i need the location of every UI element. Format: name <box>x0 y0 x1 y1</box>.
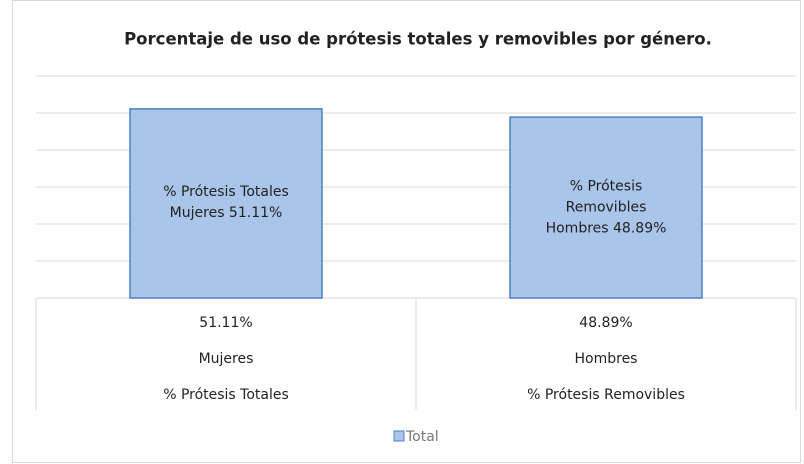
legend-swatch <box>393 430 405 442</box>
data-label: % Prótesis Removibles Hombres 48.89% <box>545 178 667 237</box>
category-label: % Prótesis Totales <box>163 387 289 403</box>
category-label: Mujeres <box>199 351 254 367</box>
data-label: % Prótesis Totales Mujeres 51.11% <box>163 184 289 222</box>
bar <box>509 116 703 299</box>
category-label: % Prótesis Removibles <box>527 387 685 403</box>
legend-label: Total <box>405 429 439 445</box>
category-label: Hombres <box>575 351 638 367</box>
chart-title: Porcentaje de uso de prótesis totales y … <box>124 30 712 49</box>
bar <box>129 108 323 299</box>
category-label: 51.11% <box>199 315 252 331</box>
category-label: 48.89% <box>579 315 632 331</box>
